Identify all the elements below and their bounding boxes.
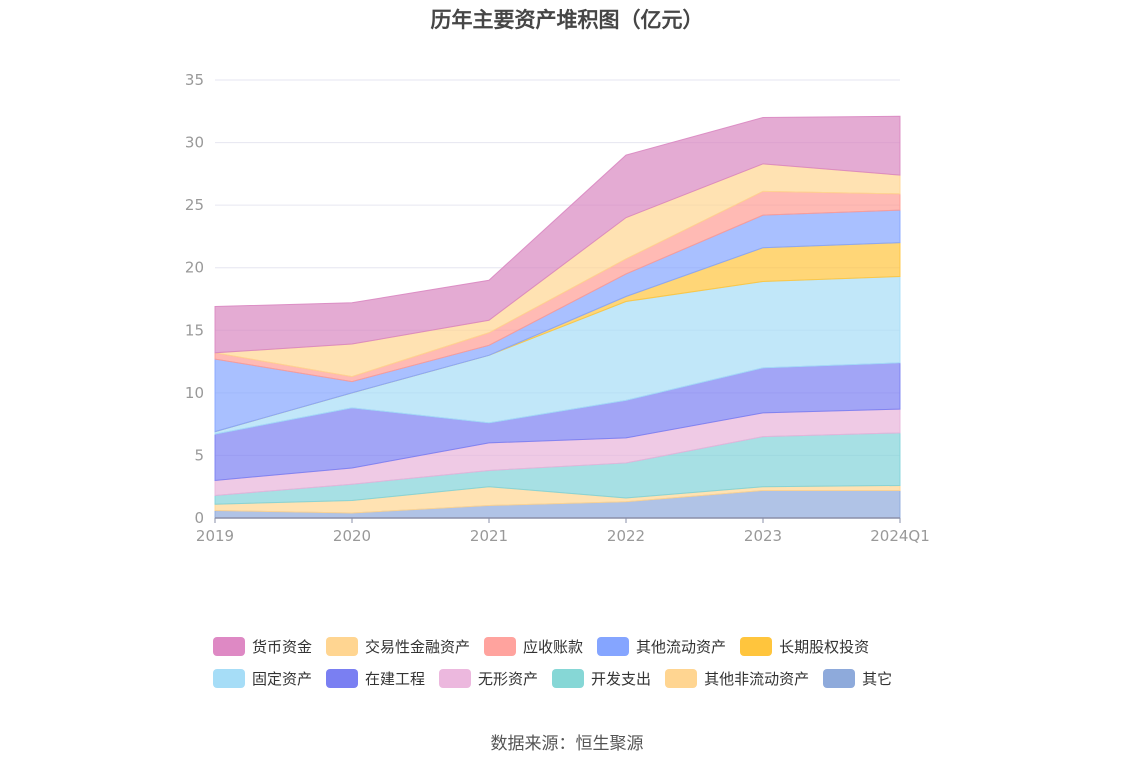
legend-label: 在建工程 bbox=[365, 669, 426, 688]
y-tick-label: 5 bbox=[194, 446, 204, 464]
legend-swatch bbox=[665, 668, 698, 688]
y-tick-label: 30 bbox=[185, 134, 204, 152]
legend-label: 固定资产 bbox=[252, 669, 313, 688]
legend-item[interactable]: 无形资产 bbox=[439, 668, 538, 689]
y-tick-label: 35 bbox=[185, 71, 204, 89]
legend-label: 应收账款 bbox=[523, 637, 584, 656]
y-tick-label: 25 bbox=[185, 196, 204, 214]
legend-swatch bbox=[823, 668, 856, 688]
legend-swatch bbox=[213, 636, 245, 656]
x-tick-label: 2023 bbox=[744, 527, 782, 545]
legend-item[interactable]: 货币资金 bbox=[213, 636, 312, 657]
legend-item[interactable]: 应收账款 bbox=[484, 636, 583, 657]
data-source: 数据来源：恒生聚源 bbox=[490, 734, 644, 754]
legend-item[interactable]: 长期股权投资 bbox=[740, 636, 869, 657]
legend-item[interactable]: 其他流动资产 bbox=[597, 636, 726, 657]
legend-label: 长期股权投资 bbox=[779, 637, 870, 656]
legend-item[interactable]: 固定资产 bbox=[213, 668, 312, 689]
legend-label: 其它 bbox=[862, 669, 893, 688]
x-tick-label: 2022 bbox=[607, 527, 645, 545]
legend-swatch bbox=[439, 668, 472, 688]
x-tick-label: 2024Q1 bbox=[870, 527, 930, 545]
legend-row: 货币资金 交易性金融资产 应收账款 其他流动资产 长期股权投资 bbox=[213, 630, 973, 662]
stacked-area-chart: 0 5 10 15 20 25 30 35 2019 2020 2021 2022 2023 2024Q1 bbox=[185, 71, 930, 545]
y-tick-label: 0 bbox=[194, 509, 204, 527]
legend-row: 固定资产 在建工程 无形资产 开发支出 其他非流动资产 其它 bbox=[213, 662, 973, 694]
x-tick-label: 2020 bbox=[333, 527, 371, 545]
legend-swatch bbox=[552, 668, 585, 688]
y-tick-label: 10 bbox=[185, 384, 204, 402]
legend: 货币资金 交易性金融资产 应收账款 其他流动资产 长期股权投资固定资产 在建工程 无形资产 开… bbox=[213, 630, 973, 694]
legend-item[interactable]: 交易性金融资产 bbox=[326, 636, 470, 657]
x-tick-label: 2021 bbox=[470, 527, 508, 545]
legend-swatch bbox=[740, 636, 773, 656]
legend-label: 交易性金融资产 bbox=[365, 637, 471, 656]
legend-label: 货币资金 bbox=[252, 637, 313, 656]
legend-label: 其他非流动资产 bbox=[704, 669, 810, 688]
legend-swatch bbox=[326, 668, 359, 688]
legend-item[interactable]: 开发支出 bbox=[552, 668, 651, 689]
legend-item[interactable]: 其它 bbox=[823, 668, 892, 689]
y-tick-label: 20 bbox=[185, 259, 204, 277]
legend-swatch bbox=[484, 636, 517, 656]
axes: 0 5 10 15 20 25 30 35 2019 2020 2021 2022 2023 2024Q1 bbox=[185, 71, 930, 545]
legend-swatch bbox=[326, 636, 359, 656]
x-tick-label: 2019 bbox=[196, 527, 234, 545]
legend-label: 开发支出 bbox=[591, 669, 652, 688]
area-series-10 bbox=[214, 115, 901, 354]
legend-item[interactable]: 在建工程 bbox=[326, 668, 425, 689]
legend-swatch bbox=[597, 636, 630, 656]
chart-title: 历年主要资产堆积图（亿元） bbox=[430, 8, 704, 32]
legend-swatch bbox=[213, 668, 245, 688]
area-series bbox=[214, 115, 901, 519]
legend-label: 无形资产 bbox=[478, 669, 539, 688]
y-tick-label: 15 bbox=[185, 321, 204, 339]
legend-label: 其他流动资产 bbox=[636, 637, 727, 656]
legend-item[interactable]: 其他非流动资产 bbox=[665, 668, 809, 689]
